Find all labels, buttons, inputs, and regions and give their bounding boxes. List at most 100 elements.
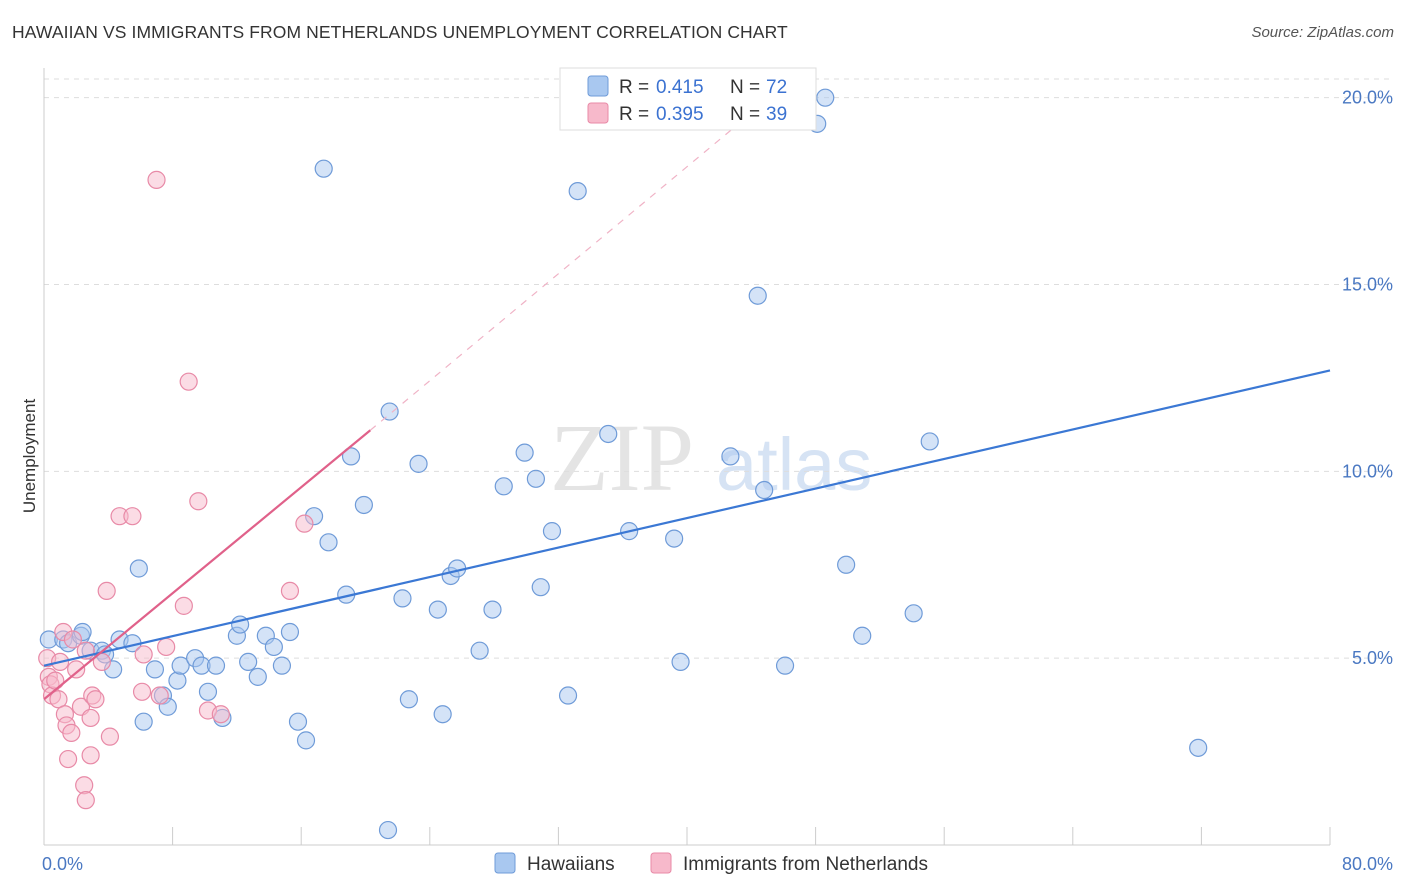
netherlands-point [150,686,169,705]
netherlands-point [46,671,65,690]
legend-r-label-netherlands: R = [619,104,649,125]
hawaiian-point [470,641,489,660]
hawaiian-point [816,88,835,107]
legend: R = 0.415 N = 72 R = 0.395 N = 39 [559,67,817,131]
hawaiian-point [399,690,419,709]
netherlands-point [97,581,116,601]
hawaiian-point [599,424,618,444]
netherlands-point [59,749,78,769]
hawaiian-point [920,432,939,451]
hawaiian-point [665,529,684,548]
bottom-legend-swatch-hawaiians [494,852,516,874]
netherlands-point [174,596,193,615]
hawaiian-point [206,656,226,675]
hawaiian-point [354,495,373,515]
hawaiian-point [721,447,740,466]
y-tick-label: 20.0% [1342,88,1393,108]
hawaiian-point [483,600,502,619]
hawaiian-point [428,600,447,619]
bottom-legend-label-netherlands: Immigrants from Netherlands [683,854,928,875]
watermark-zip: ZIP [550,404,694,511]
hawaiian-point [168,671,187,690]
y-tick-label: 15.0% [1342,275,1393,295]
netherlands-point [62,723,81,743]
chart-title: HAWAIIAN VS IMMIGRANTS FROM NETHERLANDS … [12,22,788,42]
netherlands-trend-extension [369,86,784,431]
hawaiian-point [129,559,148,578]
hawaiian-point [198,682,218,701]
hawaiian-point [171,656,190,675]
hawaiian-point [568,181,587,201]
bottom-legend: Hawaiians Immigrants from Netherlands [494,852,928,875]
bottom-legend-label-hawaiians: Hawaiians [527,854,615,875]
netherlands-point [75,776,94,795]
legend-swatch-hawaiians [587,75,609,97]
legend-n-value-hawaiians: 72 [766,77,787,98]
hawaiian-point [288,712,308,731]
hawaiian-point [671,652,690,672]
netherlands-point [123,507,142,526]
netherlands-point [132,682,152,701]
hawaiian-point [280,622,300,642]
netherlands-point [211,705,230,724]
hawaiian-point [319,533,338,552]
legend-r-value-hawaiians: 0.415 [656,77,704,98]
hawaiian-point [393,589,412,608]
y-axis-label: Unemployment [20,399,39,514]
netherlands-point [147,170,166,189]
hawaiian-point [531,578,550,597]
netherlands-point [76,791,95,810]
legend-n-value-netherlands: 39 [766,104,787,125]
chart-source: Source: ZipAtlas.com [1251,24,1394,41]
hawaiian-point [542,522,562,541]
legend-r-label-hawaiians: R = [619,77,649,98]
hawaiian-point [755,480,774,500]
hawaiian-point [248,667,267,686]
netherlands-point [134,645,153,664]
hawaiian-point [558,686,578,705]
hawaiian-point [272,656,292,675]
y-tick-label: 10.0% [1342,461,1393,481]
y-tick-label: 5.0% [1352,648,1393,668]
x-tick-label-max: 80.0% [1342,854,1393,874]
netherlands-point [295,514,314,533]
hawaiian-point [409,454,428,473]
hawaiian-point [239,652,258,672]
hawaiian-point [1189,738,1208,757]
netherlands-point [189,492,208,511]
netherlands-point [280,581,300,601]
hawaiian-point [853,626,872,645]
netherlands-point [86,690,105,709]
hawaiian-point [134,712,153,731]
legend-r-value-netherlands: 0.395 [656,104,704,125]
netherlands-trend-line [43,429,372,701]
hawaiian-point [837,555,856,574]
x-tick-label-min: 0.0% [42,854,83,874]
hawaiian-point [748,286,767,305]
hawaiian-point [433,705,452,724]
hawaiian-point [145,660,165,679]
hawaiian-point [378,820,398,840]
hawaiian-point [264,637,283,657]
trend-lines [43,86,1331,701]
hawaiian-trend-line [43,369,1331,667]
legend-swatch-netherlands [587,102,609,124]
hawaiian-point [775,656,795,675]
netherlands-point [81,746,100,765]
axes: 5.0% 10.0% 15.0% 20.0% [43,68,1393,846]
hawaiian-point [314,159,333,178]
legend-n-label-hawaiians: N = [730,77,760,98]
netherlands-point [157,637,176,657]
data-points [38,88,1208,840]
hawaiian-point [904,604,923,623]
netherlands-point [67,660,86,679]
bottom-legend-swatch-netherlands [650,852,672,874]
netherlands-point [49,690,68,709]
hawaiian-point [515,443,534,462]
netherlands-point [81,708,100,728]
watermark-atlas: atlas [716,423,872,506]
netherlands-point [179,372,198,391]
grid [44,78,1392,659]
hawaiian-point [380,402,399,421]
hawaiian-point [494,477,513,496]
